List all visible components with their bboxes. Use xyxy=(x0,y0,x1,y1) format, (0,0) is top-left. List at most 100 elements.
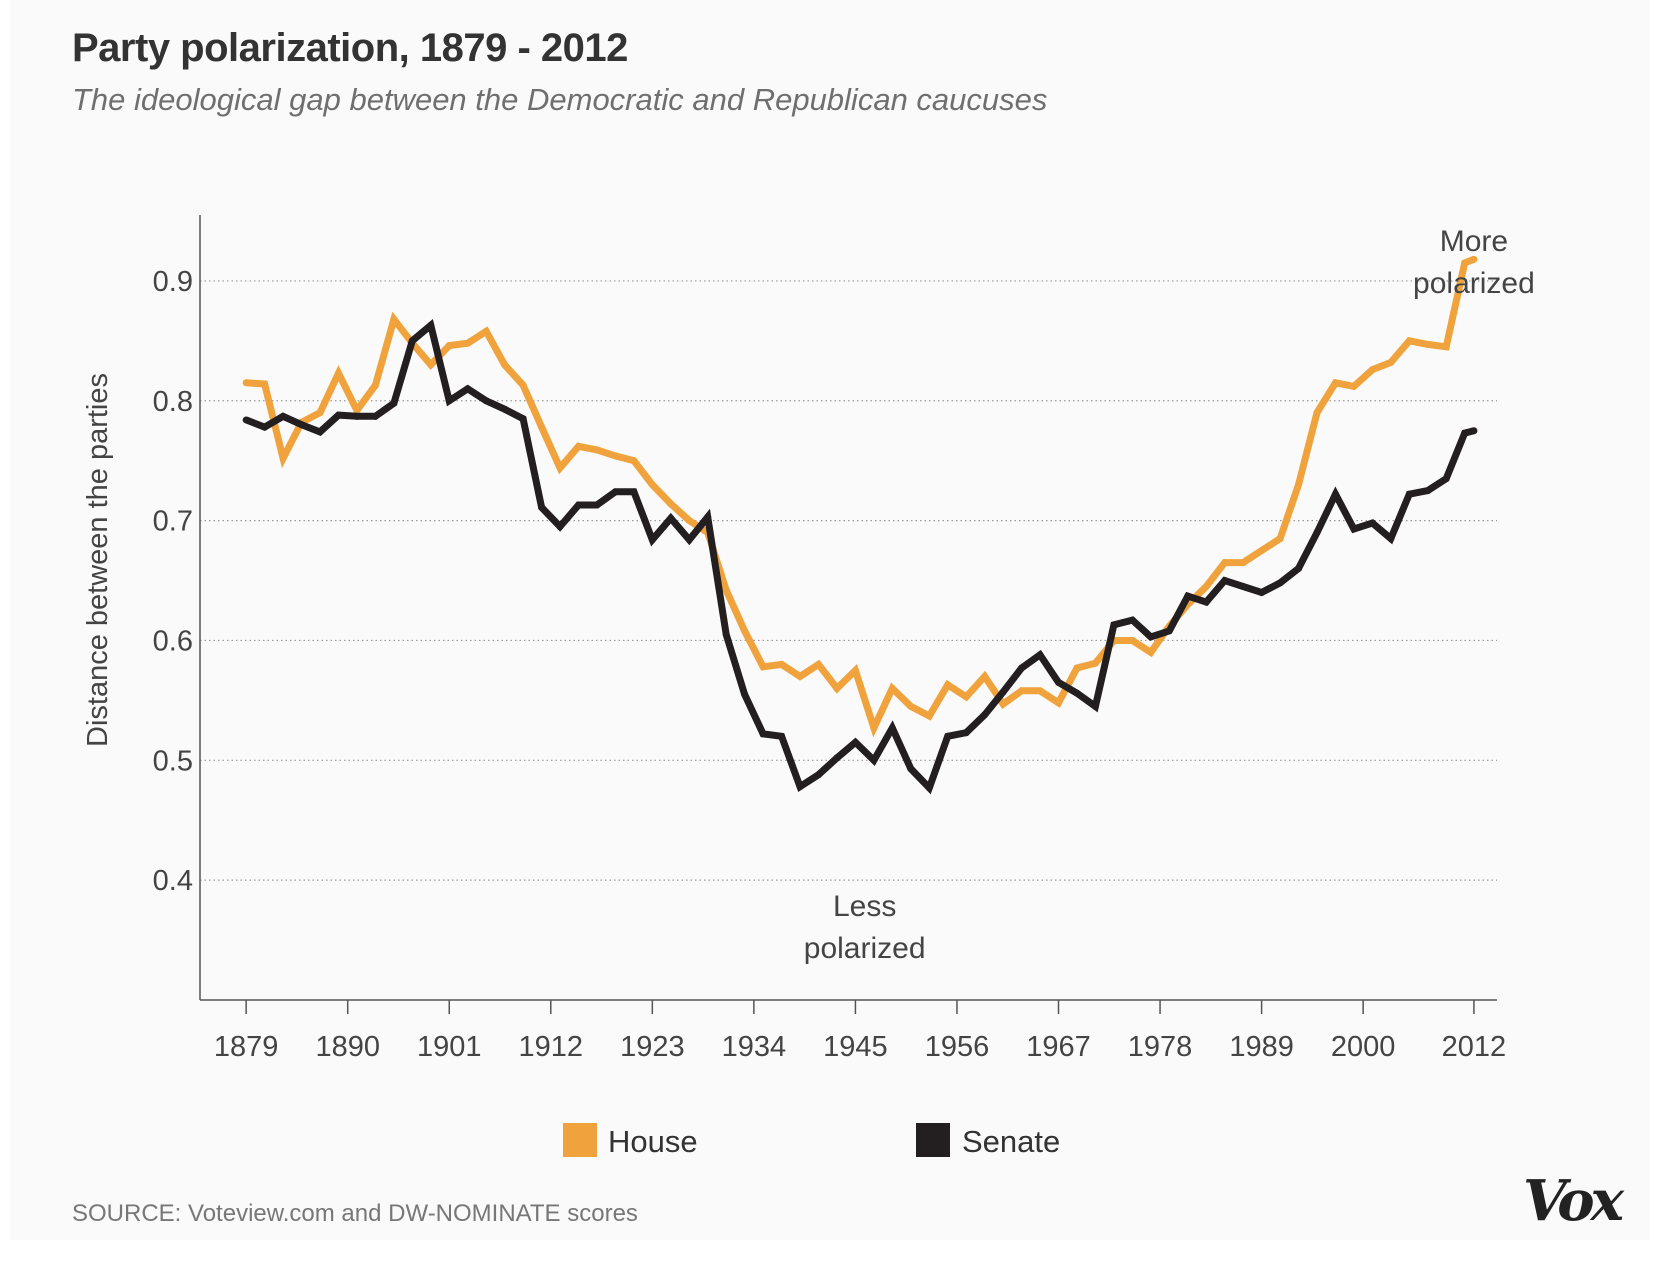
data-point-senate xyxy=(316,428,324,436)
data-point-house xyxy=(741,627,749,635)
data-point-senate xyxy=(722,630,730,638)
data-point-house xyxy=(1424,340,1432,348)
data-point-senate xyxy=(667,514,675,522)
data-point-senate xyxy=(1202,598,1210,606)
data-point-senate xyxy=(888,724,896,732)
data-point-house xyxy=(1239,559,1247,567)
data-point-house xyxy=(1313,409,1321,417)
y-tick-label: 0.9 xyxy=(153,266,193,298)
data-point-house xyxy=(759,663,767,671)
data-point-house xyxy=(1331,379,1339,387)
data-point-house xyxy=(1128,636,1136,644)
data-point-house xyxy=(1276,535,1284,543)
legend-swatch-senate xyxy=(916,1123,950,1157)
source-note: SOURCE: Voteview.com and DW-NOMINATE sco… xyxy=(72,1200,638,1227)
data-point-house xyxy=(390,315,398,323)
x-tick-label: 1956 xyxy=(925,1031,990,1063)
chart-subtitle: The ideological gap between the Democrat… xyxy=(72,82,1048,117)
data-point-house xyxy=(1258,547,1266,555)
data-point-house xyxy=(778,660,786,668)
data-point-senate xyxy=(851,738,859,746)
data-point-senate xyxy=(1018,664,1026,672)
data-point-house xyxy=(1295,481,1303,489)
data-point-senate xyxy=(242,416,250,424)
data-point-senate xyxy=(611,488,619,496)
data-point-house xyxy=(1091,659,1099,667)
data-point-house xyxy=(999,700,1007,708)
data-point-house xyxy=(1405,337,1413,345)
data-point-senate xyxy=(538,503,546,511)
data-point-house xyxy=(464,339,472,347)
data-point-house xyxy=(371,381,379,389)
data-point-senate xyxy=(556,523,564,531)
data-point-house xyxy=(1470,255,1478,263)
data-point-senate xyxy=(814,771,822,779)
data-point-house xyxy=(1018,687,1026,695)
data-point-senate xyxy=(482,397,490,405)
data-point-senate xyxy=(630,488,638,496)
data-point-house xyxy=(519,381,527,389)
vox-logo: Vox xyxy=(1522,1168,1624,1234)
data-point-senate xyxy=(334,411,342,419)
data-point-senate xyxy=(648,536,656,544)
data-point-senate xyxy=(574,501,582,509)
annotation-label: Less polarized xyxy=(804,890,926,965)
data-point-senate xyxy=(298,421,306,429)
data-point-senate xyxy=(1239,583,1247,591)
data-point-senate xyxy=(1184,592,1192,600)
chart-card xyxy=(10,0,1650,1240)
data-point-senate xyxy=(999,688,1007,696)
data-point-house xyxy=(538,423,546,431)
data-point-senate xyxy=(1165,627,1173,635)
data-point-senate xyxy=(1313,529,1321,537)
data-point-house xyxy=(353,406,361,414)
data-point-house xyxy=(574,442,582,450)
data-point-house xyxy=(316,409,324,417)
data-point-house xyxy=(334,369,342,377)
data-point-house xyxy=(611,452,619,460)
data-point-house xyxy=(501,361,509,369)
data-point-senate xyxy=(390,399,398,407)
data-point-house xyxy=(981,672,989,680)
data-point-house xyxy=(261,380,269,388)
data-point-senate xyxy=(759,730,767,738)
data-point-house xyxy=(648,481,656,489)
y-tick-label: 0.5 xyxy=(153,745,193,777)
chart-title: Party polarization, 1879 - 2012 xyxy=(72,26,628,70)
x-tick-label: 1912 xyxy=(519,1031,584,1063)
data-point-senate xyxy=(464,385,472,393)
data-point-house xyxy=(1055,699,1063,707)
data-point-senate xyxy=(1295,565,1303,573)
data-point-house xyxy=(667,500,675,508)
data-point-senate xyxy=(778,732,786,740)
x-tick-label: 1967 xyxy=(1026,1031,1091,1063)
x-tick-label: 1879 xyxy=(214,1031,279,1063)
data-point-house xyxy=(685,517,693,525)
data-point-house xyxy=(796,672,804,680)
data-point-senate xyxy=(870,756,878,764)
data-point-senate xyxy=(1424,487,1432,495)
data-point-house xyxy=(1442,343,1450,351)
data-point-house xyxy=(1387,358,1395,366)
data-point-senate xyxy=(1073,689,1081,697)
data-point-senate xyxy=(1091,702,1099,710)
data-point-house xyxy=(556,464,564,472)
data-point-house xyxy=(1221,559,1229,567)
data-point-senate xyxy=(593,501,601,509)
y-tick-label: 0.8 xyxy=(153,386,193,418)
data-point-house xyxy=(427,361,435,369)
data-point-house xyxy=(944,681,952,689)
data-point-senate xyxy=(1110,621,1118,629)
data-point-house xyxy=(279,454,287,462)
data-point-senate xyxy=(1128,616,1136,624)
data-point-senate xyxy=(408,337,416,345)
x-tick-label: 1934 xyxy=(722,1031,787,1063)
data-point-senate xyxy=(261,423,269,431)
data-point-senate xyxy=(1221,577,1229,585)
data-point-house xyxy=(833,684,841,692)
annotation-label: More polarized xyxy=(1413,225,1535,300)
data-point-senate xyxy=(1387,535,1395,543)
data-point-senate xyxy=(1331,490,1339,498)
data-point-senate xyxy=(371,412,379,420)
data-point-senate xyxy=(501,405,509,413)
